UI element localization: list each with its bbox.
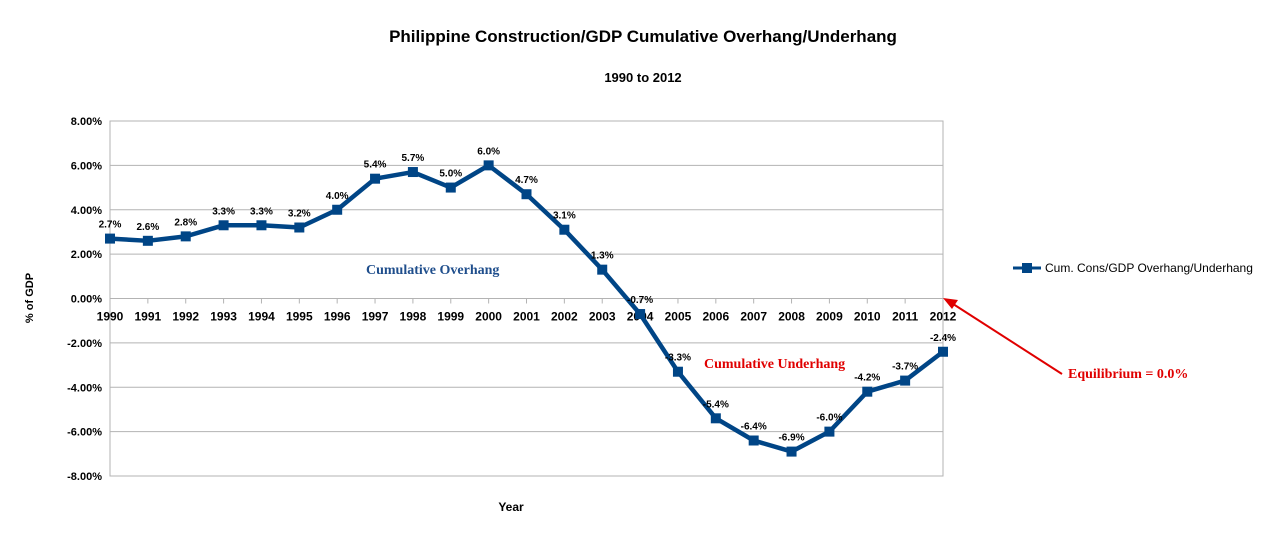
data-point — [105, 233, 115, 244]
data-point — [672, 366, 683, 377]
data-label: 5.0% — [439, 169, 462, 180]
x-tick-label: 1995 — [286, 310, 313, 324]
data-point — [710, 413, 721, 424]
data-label: -3.3% — [665, 353, 691, 364]
x-tick-label: 2008 — [778, 310, 805, 324]
data-point — [597, 264, 608, 275]
annotation-underhang: Cumulative Underhang — [704, 357, 845, 372]
data-label: 3.3% — [250, 206, 273, 217]
y-tick-label: 4.00% — [71, 205, 102, 217]
data-label: 5.4% — [364, 160, 387, 171]
x-tick-label: 1996 — [324, 310, 351, 324]
data-label: -2.4% — [930, 333, 956, 344]
chart-subtitle: 1990 to 2012 — [604, 70, 681, 85]
legend-label: Cum. Cons/GDP Overhang/Underhang — [1045, 261, 1253, 275]
data-point — [142, 235, 153, 246]
legend: Cum. Cons/GDP Overhang/Underhang — [1013, 261, 1253, 275]
annotation-equilibrium: Equilibrium = 0.0% — [1068, 367, 1188, 382]
data-point — [294, 222, 305, 233]
data-label: 5.7% — [402, 153, 425, 164]
data-point — [256, 220, 267, 231]
data-point — [332, 204, 343, 215]
x-tick-label: 1990 — [97, 310, 124, 324]
x-tick-label: 1991 — [135, 310, 162, 324]
data-point — [370, 173, 381, 184]
data-label: 2.6% — [136, 222, 159, 233]
x-tick-label: 1992 — [172, 310, 199, 324]
data-label: -6.0% — [816, 413, 842, 424]
data-label: -4.2% — [854, 373, 880, 384]
x-tick-label: 2002 — [551, 310, 578, 324]
data-label: -6.4% — [741, 422, 767, 433]
x-tick-label: 2007 — [740, 310, 767, 324]
data-point — [407, 167, 418, 178]
data-point — [635, 309, 646, 320]
data-label: 3.2% — [288, 209, 311, 220]
data-label: 4.0% — [326, 191, 349, 202]
x-tick-label: 2001 — [513, 310, 540, 324]
data-label: 3.1% — [553, 211, 576, 222]
y-tick-label: -8.00% — [67, 471, 102, 483]
data-point — [862, 386, 873, 397]
x-axis-label: Year — [498, 500, 524, 514]
data-point — [938, 346, 948, 357]
x-tick-label: 2010 — [854, 310, 881, 324]
data-label: -3.7% — [892, 362, 918, 373]
equilibrium-arrow — [943, 298, 1063, 375]
x-tick-label: 1993 — [210, 310, 237, 324]
x-tick-label: 1994 — [248, 310, 275, 324]
data-point — [559, 224, 570, 235]
x-tick-label: 2003 — [589, 310, 616, 324]
data-point — [445, 182, 456, 193]
data-label: -5.4% — [703, 399, 729, 410]
data-label: 3.3% — [212, 206, 235, 217]
x-tick-label: 1999 — [437, 310, 464, 324]
x-tick-label: 2005 — [665, 310, 692, 324]
y-tick-label: 2.00% — [71, 249, 102, 261]
y-tick-label: 0.00% — [71, 294, 102, 306]
data-point — [218, 220, 229, 231]
y-tick-label: 6.00% — [71, 160, 102, 172]
data-point — [748, 435, 759, 446]
data-label: 6.0% — [477, 146, 500, 157]
data-label: 2.8% — [174, 217, 197, 228]
y-tick-label: 8.00% — [71, 116, 102, 128]
data-point — [900, 375, 911, 386]
data-point — [786, 446, 797, 457]
x-tick-label: 2012 — [930, 310, 957, 324]
data-point — [824, 426, 835, 437]
y-tick-label: -6.00% — [67, 427, 102, 439]
x-tick-label: 2011 — [892, 310, 918, 324]
x-tick-label: 1997 — [362, 310, 389, 324]
x-tick-label: 2006 — [702, 310, 729, 324]
data-label: 4.7% — [515, 175, 538, 186]
data-point — [180, 231, 191, 242]
data-label: -0.7% — [627, 295, 653, 306]
data-label: 1.3% — [591, 251, 614, 262]
x-tick-label: 2000 — [475, 310, 502, 324]
x-tick-label: 2009 — [816, 310, 843, 324]
x-tick-label: 1998 — [400, 310, 427, 324]
data-point — [521, 189, 532, 200]
annotation-overhang: Cumulative Overhang — [366, 263, 499, 278]
y-tick-label: -2.00% — [67, 338, 102, 350]
y-tick-label: -4.00% — [67, 382, 102, 394]
data-point — [483, 160, 494, 171]
y-axis-label: % of GDP — [24, 273, 36, 323]
legend-marker — [1022, 263, 1032, 273]
data-label: -6.9% — [778, 433, 804, 444]
data-label: 2.7% — [99, 220, 122, 231]
chart-title: Philippine Construction/GDP Cumulative O… — [389, 27, 897, 46]
